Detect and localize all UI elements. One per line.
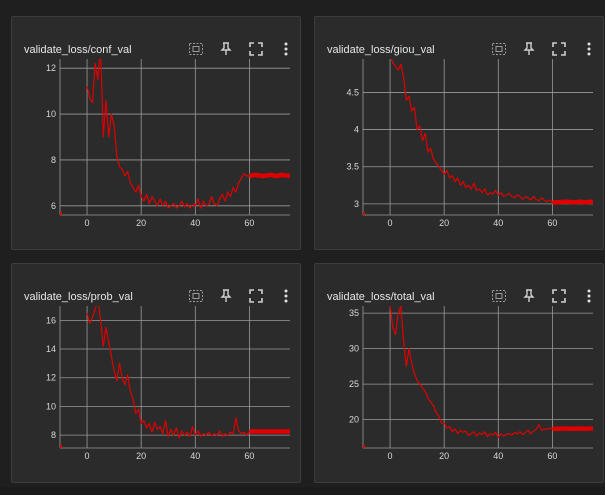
series-line [389,306,593,438]
fullscreen-icon[interactable] [551,41,567,57]
x-tick-label: 20 [136,451,146,461]
x-tick-label: 60 [244,218,254,228]
x-tick-label: 40 [493,218,503,228]
y-tick-label: 12 [46,63,56,73]
x-tick-label: 0 [388,218,393,228]
x-tick-label: 20 [439,218,449,228]
card-toolbar [188,41,294,57]
series-line-tail [248,172,290,179]
card-title: validate_loss/giou_val [327,44,435,56]
y-tick-label: 3 [354,199,359,209]
axis-marker [363,212,365,215]
y-tick-label: 6 [51,201,56,211]
x-tick-label: 40 [493,451,503,461]
y-tick-label: 4.5 [346,87,359,97]
card-toolbar [491,41,597,57]
y-tick-label: 20 [349,415,359,425]
y-tick-label: 12 [46,373,56,383]
x-tick-label: 0 [85,218,90,228]
series-line [390,59,593,203]
more-vert-icon[interactable] [278,288,294,304]
x-tick-label: 0 [388,451,393,461]
line-chart[interactable]: 0 20 40 60 20 25 30 35 [315,264,605,484]
y-tick-label: 8 [51,155,56,165]
axis-marker [60,212,62,215]
more-vert-icon[interactable] [581,41,597,57]
data-select-icon[interactable] [188,41,204,57]
y-tick-label: 30 [349,344,359,354]
chart-card-conf-val: validate_loss/conf_val 0 20 40 60 6 8 10 12 [11,16,301,250]
y-tick-label: 3.5 [346,162,359,172]
y-tick-label: 8 [51,430,56,440]
data-select-icon[interactable] [188,288,204,304]
pin-icon[interactable] [218,41,234,57]
line-chart[interactable]: 0 20 40 60 8 10 12 14 16 [12,264,302,484]
y-tick-label: 25 [349,379,359,389]
line-chart[interactable]: 0 20 40 60 3 3.5 4 4.5 [315,17,605,251]
card-toolbar [188,288,294,304]
chart-card-prob-val: validate_loss/prob_val 0 20 40 60 8 10 12 14 16 [11,263,301,483]
y-tick-label: 10 [46,401,56,411]
x-tick-label: 40 [190,218,200,228]
y-tick-label: 4 [354,125,359,135]
card-title: validate_loss/conf_val [24,44,132,56]
series-line [86,59,290,209]
pin-icon[interactable] [521,41,537,57]
y-tick-label: 10 [46,109,56,119]
y-tick-label: 16 [46,315,56,325]
more-vert-icon[interactable] [278,41,294,57]
x-tick-label: 60 [547,218,557,228]
x-tick-label: 60 [547,451,557,461]
fullscreen-icon[interactable] [248,288,264,304]
chart-card-total-val: validate_loss/total_val 0 20 40 60 20 25 30 35 [314,263,604,483]
fullscreen-icon[interactable] [248,41,264,57]
page-bottom-bar [0,487,605,495]
series-line-tail [552,199,593,205]
chart-card-giou-val: validate_loss/giou_val 0 20 40 60 3 3.5 4 4.5 [314,16,604,250]
fullscreen-icon[interactable] [551,288,567,304]
x-tick-label: 20 [136,218,146,228]
card-toolbar [491,288,597,304]
pin-icon[interactable] [218,288,234,304]
data-select-icon[interactable] [491,41,507,57]
x-tick-label: 0 [85,451,90,461]
more-vert-icon[interactable] [581,288,597,304]
x-tick-label: 60 [244,451,254,461]
card-title: validate_loss/prob_val [24,291,133,303]
card-title: validate_loss/total_val [327,291,435,303]
x-tick-label: 20 [439,451,449,461]
series-line [86,306,290,439]
data-select-icon[interactable] [491,288,507,304]
y-tick-label: 35 [349,308,359,318]
axis-marker [60,445,62,448]
x-tick-label: 40 [190,451,200,461]
y-tick-label: 14 [46,344,56,354]
line-chart[interactable]: 0 20 40 60 6 8 10 12 [12,17,302,251]
axis-marker [363,445,365,448]
pin-icon[interactable] [521,288,537,304]
